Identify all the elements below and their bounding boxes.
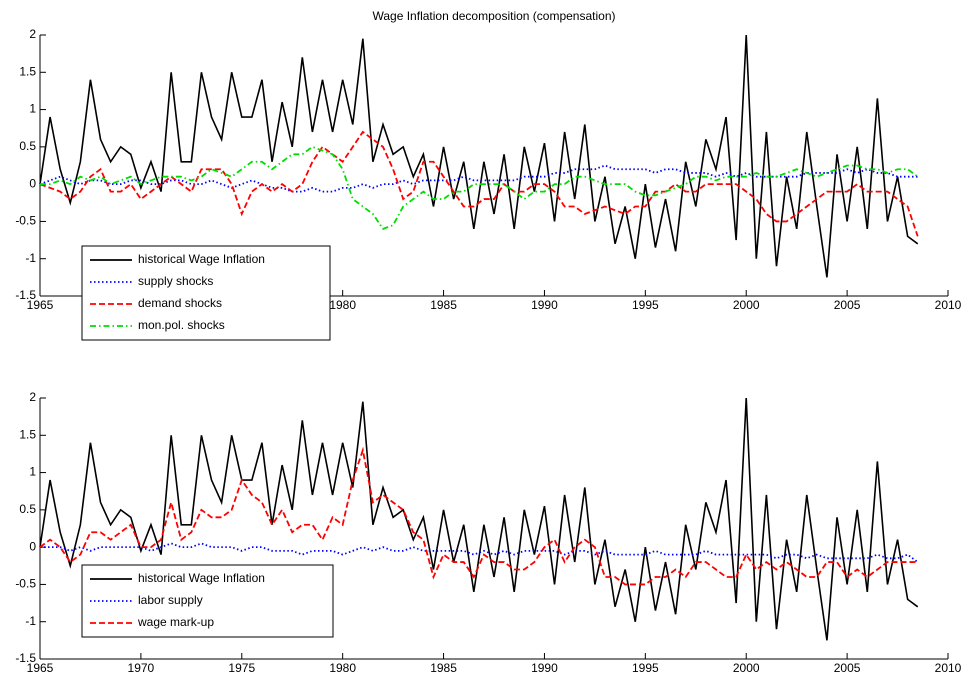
- y-tick-label: 1.5: [19, 427, 36, 441]
- legend: historical Wage Inflation labor supply wag…: [81, 564, 334, 638]
- chart-title: Wage Inflation decomposition (compensati…: [372, 9, 615, 23]
- subplot: -1.5 -1 -0.5 0 0.5 1 1.5 2 1965 1970 1975 1980 1985 1…: [15, 390, 961, 675]
- legend-label: labor supply: [138, 593, 203, 607]
- series-line: [39, 397, 919, 641]
- y-tick-label: 0.5: [19, 502, 36, 516]
- x-tick-label: 1985: [430, 298, 457, 312]
- x-tick-label: 1990: [531, 298, 558, 312]
- x-tick-label: 1965: [27, 661, 54, 675]
- y-tick-label: 2: [29, 27, 36, 41]
- legend-label: mon.pol. shocks: [138, 318, 225, 332]
- x-tick-label: 1965: [27, 298, 54, 312]
- series-line: [40, 542, 919, 563]
- x-tick-label: 1980: [329, 661, 356, 675]
- y-tick-label: -1: [25, 251, 36, 265]
- x-tick-label: 2000: [733, 298, 760, 312]
- legend: historical Wage Inflation supply shocks de…: [81, 245, 331, 341]
- legend-label: demand shocks: [138, 296, 222, 310]
- y-tick-label: -0.5: [15, 214, 36, 228]
- y-tick-label: 1: [29, 465, 36, 479]
- x-tick-label: 2010: [935, 298, 962, 312]
- x-tick-label: 1995: [632, 661, 659, 675]
- y-tick-label: -0.5: [15, 577, 36, 591]
- y-tick-label: -1.5: [15, 651, 36, 665]
- x-tick-label: 1975: [228, 661, 255, 675]
- subplot: Wage Inflation decomposition (compensati…: [15, 9, 962, 341]
- legend-box: [81, 564, 334, 638]
- series-line: [40, 145, 919, 230]
- x-tick-label: 2000: [733, 661, 760, 675]
- legend-label: historical Wage Inflation: [138, 571, 265, 585]
- x-tick-label: 1995: [632, 298, 659, 312]
- x-tick-label: 1985: [430, 661, 457, 675]
- y-tick-label: -1: [25, 614, 36, 628]
- legend-label: supply shocks: [138, 274, 213, 288]
- series-line: [39, 164, 918, 193]
- y-tick-label: -1.5: [15, 288, 36, 302]
- y-tick-label: 0: [29, 176, 36, 190]
- y-tick-label: 0.5: [19, 139, 36, 153]
- legend-box: [81, 245, 331, 341]
- x-tick-label: 2010: [935, 661, 962, 675]
- x-tick-label: 1980: [329, 298, 356, 312]
- x-tick-label: 2005: [834, 661, 861, 675]
- y-tick-label: 2: [29, 390, 36, 404]
- y-tick-label: 1: [29, 102, 36, 116]
- legend-label: historical Wage Inflation: [138, 252, 265, 266]
- series-line: [39, 130, 919, 237]
- x-tick-label: 1970: [128, 661, 155, 675]
- x-tick-label: 2005: [834, 298, 861, 312]
- series-line: [39, 34, 919, 278]
- y-tick-label: 0: [29, 539, 36, 553]
- series-line: [39, 446, 918, 586]
- x-tick-label: 1990: [531, 661, 558, 675]
- legend-label: wage mark-up: [137, 615, 214, 629]
- y-tick-label: 1.5: [19, 64, 36, 78]
